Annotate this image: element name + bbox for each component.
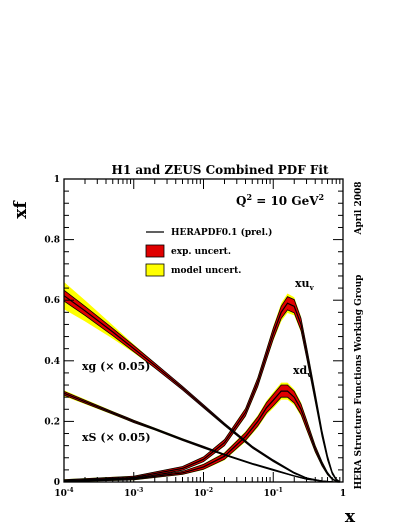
y-axis-label: xf bbox=[11, 200, 31, 219]
chart-title: H1 and ZEUS Combined PDF Fit bbox=[111, 163, 328, 177]
series-label-xu-v: xuv bbox=[295, 277, 315, 292]
legend-swatch-exp-uncert bbox=[145, 244, 165, 258]
y-tick-label: 0.6 bbox=[44, 296, 60, 306]
x-tick-label: 10-1 bbox=[264, 487, 283, 499]
central-curve-xu-v bbox=[63, 302, 341, 483]
axis-tick-labels: 10-4 10-3 10-2 10-1 1 0 0.2 0.4 0.6 0.8 1 bbox=[44, 175, 346, 499]
x-axis-label: x bbox=[345, 507, 356, 527]
series-label-xs-0-05: xS (× 0.05) bbox=[82, 431, 151, 444]
x-tick-label: 10-3 bbox=[124, 487, 143, 499]
y-tick-label: 1 bbox=[54, 175, 60, 185]
upper-edge-xd-v bbox=[63, 384, 340, 483]
x-tick-label: 1 bbox=[340, 489, 346, 499]
legend-label-herapdf0-1-prel: HERAPDF0.1 (prel.) bbox=[171, 227, 272, 238]
legend-label-model-uncert: model uncert. bbox=[171, 266, 241, 276]
q2-annotation: Q2 = 10 GeV2 bbox=[236, 192, 324, 208]
central-curves bbox=[63, 289, 341, 483]
y-tick-label: 0.4 bbox=[44, 357, 60, 367]
central-curve-xd-v bbox=[63, 390, 340, 483]
x-tick-label: 10-2 bbox=[194, 487, 213, 499]
y-tick-label: 0.2 bbox=[44, 417, 60, 427]
series-label-xg-0-05: xg (× 0.05) bbox=[82, 360, 150, 373]
legend: HERAPDF0.1 (prel.) exp. uncert. model unce… bbox=[145, 227, 272, 277]
series-label-xd-v: xdv bbox=[293, 364, 312, 379]
y-tick-label: 0.8 bbox=[44, 236, 60, 246]
x-tick-label: 10-4 bbox=[54, 487, 73, 499]
lower-edge-xd-v bbox=[63, 396, 340, 483]
legend-label-exp-uncert: exp. uncert. bbox=[171, 247, 231, 257]
series-labels: xuv xdv xg (× 0.05) xS (× 0.05) bbox=[82, 277, 315, 444]
side-date: April 2008 bbox=[354, 181, 364, 235]
legend-swatch-model-uncert bbox=[145, 263, 165, 277]
y-tick-label: 0 bbox=[54, 478, 60, 488]
axis-ticks bbox=[63, 178, 343, 483]
lower-edge-xu-v bbox=[63, 309, 340, 483]
central-curve-xs-0-05 bbox=[63, 392, 340, 483]
side-working-group: HERA Structure Functions Working Group bbox=[354, 275, 364, 490]
